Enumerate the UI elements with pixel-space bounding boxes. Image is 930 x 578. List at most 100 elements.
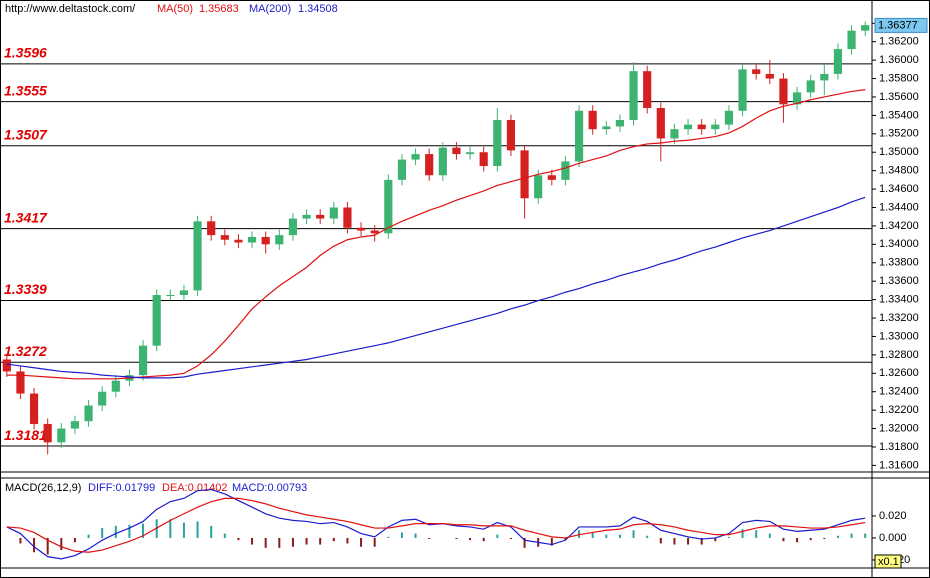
y-tick-label: 1.36200 [879, 36, 919, 48]
histogram-bar [469, 537, 472, 541]
candle-body [70, 421, 80, 429]
y-tick-label: 1.34400 [879, 201, 919, 213]
histogram-bar [332, 537, 335, 542]
level-label: 1.3339 [4, 281, 47, 297]
histogram-bar [850, 533, 853, 538]
candle-body [493, 120, 502, 167]
candle-body [98, 391, 107, 406]
histogram-bar [809, 537, 812, 541]
y-tick-label: 1.35200 [879, 128, 919, 140]
candle-body [193, 221, 202, 291]
candle-body [288, 218, 298, 236]
source-url: http://www.deltastock.com/ [5, 3, 136, 15]
histogram-bar [305, 537, 308, 545]
histogram-bar [659, 537, 662, 544]
ma50-value: 1.35683 [199, 3, 239, 15]
candle-body [506, 120, 516, 151]
histogram-bar [632, 530, 635, 538]
y-tick-label: 1.31600 [879, 459, 919, 471]
candle-body [670, 129, 679, 139]
candle-body [425, 154, 434, 176]
candle-body [711, 124, 720, 130]
candle-body [166, 295, 175, 296]
y-tick-label: 1.34200 [879, 220, 919, 232]
histogram-bar [864, 533, 867, 538]
candle-body [316, 214, 325, 219]
y-tick-label: 1.35400 [879, 109, 919, 121]
histogram-bar [196, 521, 199, 538]
histogram-bar [73, 537, 76, 543]
level-label: 1.3596 [4, 45, 47, 61]
histogram-bar [509, 537, 512, 540]
histogram-bar [237, 537, 240, 541]
y-tick-label: 1.31800 [879, 441, 919, 453]
line-series [6, 497, 866, 553]
candle-body [138, 345, 148, 376]
candle-body [438, 147, 447, 176]
candle-body [520, 150, 529, 199]
last-price: 1.36377 [878, 19, 918, 31]
dea-label: DEA:0.01402 [162, 482, 227, 494]
y-tick-label: 1.35600 [879, 91, 919, 103]
y-tick-label: 1.32200 [879, 404, 919, 416]
macd-label: MACD:0.00793 [232, 482, 307, 494]
candle-body [329, 207, 338, 219]
level-label: 1.3507 [4, 126, 48, 142]
histogram-bar [101, 528, 104, 538]
histogram-bar [741, 529, 744, 538]
candle-body [275, 235, 284, 245]
histogram-bar [400, 532, 403, 538]
y-tick-label: 1.34000 [879, 238, 919, 250]
histogram-bar [564, 537, 567, 541]
candle-body [847, 30, 856, 50]
candle-body [765, 73, 774, 79]
histogram-bar [782, 537, 785, 542]
ma50-label: MA(50) [157, 3, 193, 15]
histogram-bar [169, 519, 172, 538]
candle-body [724, 110, 734, 125]
histogram-bar [264, 537, 267, 548]
histogram-bar [673, 537, 676, 545]
histogram-bar [46, 537, 49, 555]
histogram-bar [455, 537, 458, 540]
y-tick-label: 1.34600 [879, 183, 919, 195]
histogram-bar [387, 536, 390, 538]
histogram-bar [19, 537, 22, 544]
macd-title: MACD(26,12,9) [5, 482, 81, 494]
candle-body [57, 428, 66, 443]
candle-body [588, 110, 597, 130]
ma200-value: 1.34508 [298, 3, 338, 15]
y-tick-label: 0.020 [879, 510, 907, 522]
histogram-bar [182, 522, 185, 538]
histogram-bar [251, 537, 254, 545]
candle-body [697, 124, 706, 130]
histogram-bar [291, 537, 294, 547]
candle-body [370, 230, 379, 234]
histogram-bar [223, 533, 226, 538]
level-label: 1.3272 [4, 343, 47, 359]
candle-body [643, 71, 652, 109]
histogram-bar [687, 537, 690, 545]
histogram-bar [346, 537, 349, 544]
line-series [6, 196, 866, 379]
candle-body [547, 175, 556, 180]
candle-body [247, 236, 257, 243]
level-label: 1.3417 [4, 209, 48, 225]
histogram-bar [33, 537, 36, 553]
candle-body [152, 295, 161, 346]
histogram-bar [496, 534, 499, 538]
histogram-bar [360, 537, 363, 547]
candle-body [602, 126, 611, 130]
histogram-bar [523, 537, 526, 548]
y-tick-label: 1.33000 [879, 330, 919, 342]
scale-box [874, 554, 902, 569]
histogram-bar [278, 537, 281, 548]
y-tick-label: 1.33600 [879, 275, 919, 287]
histogram-bar [482, 537, 485, 542]
candle-body [220, 235, 229, 240]
candle-body [111, 380, 120, 392]
candle-body [43, 423, 52, 443]
y-tick-label: 1.32400 [879, 386, 919, 398]
